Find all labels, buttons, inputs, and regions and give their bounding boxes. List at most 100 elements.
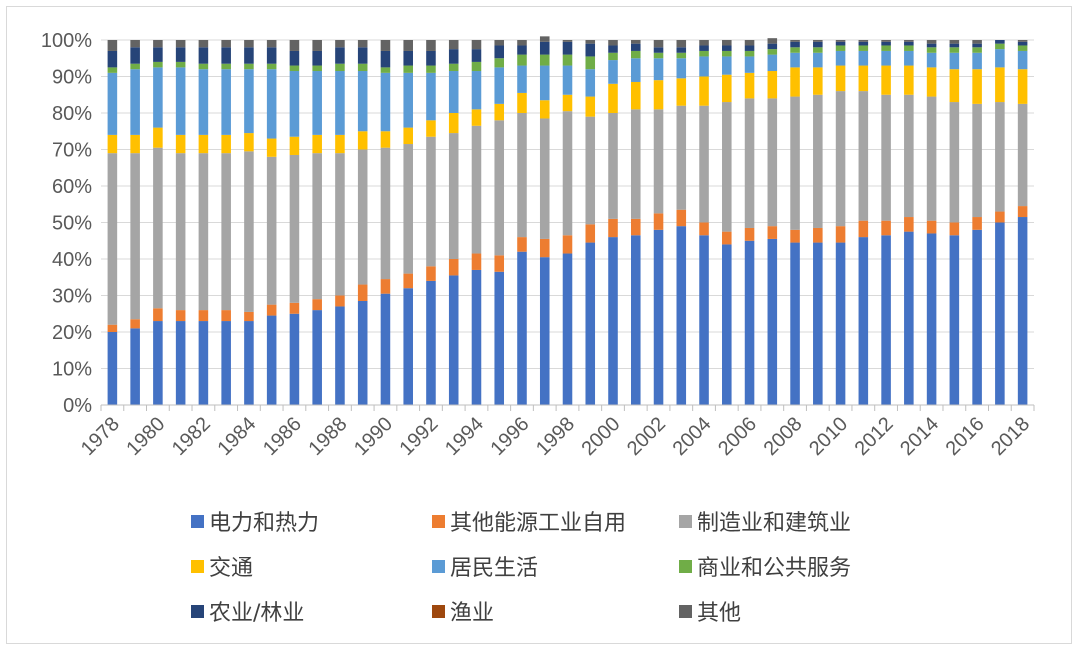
bar-segment [926, 43, 937, 48]
legend-swatch [432, 515, 445, 528]
x-tick-label: 1994 [441, 413, 488, 460]
bar-segment [1017, 69, 1028, 104]
bar-segment [722, 231, 732, 245]
bar-segment [881, 94, 891, 221]
bar-segment [881, 235, 891, 405]
bar-segment [904, 217, 914, 232]
bar-segment [494, 255, 505, 272]
bar-segment [676, 226, 687, 405]
y-tick-label: 100% [41, 30, 92, 52]
bar-segment [130, 63, 140, 70]
x-tick-label: 2002 [623, 413, 670, 460]
bar-segment [972, 69, 982, 104]
bar-segment [562, 65, 573, 95]
bar-segment [198, 69, 209, 135]
bar-segment [813, 41, 823, 48]
bar-segment [881, 41, 891, 46]
y-tick-label: 70% [52, 140, 92, 162]
bar-segment [335, 306, 345, 405]
bar-segment [653, 80, 664, 110]
bar-segment [835, 50, 846, 66]
legend-swatch [679, 560, 692, 573]
bar-segment [926, 40, 937, 44]
bar-segment [312, 310, 322, 405]
bar-segment [312, 299, 322, 311]
bar-segment [972, 43, 982, 48]
bar-segment [107, 153, 118, 325]
x-tick-label: 2010 [805, 413, 852, 460]
bar-segment [744, 45, 755, 51]
bar-segment [676, 78, 687, 106]
bar-segment [244, 40, 254, 48]
legend-label: 电力和热力 [209, 511, 319, 536]
bar-segment [335, 71, 345, 135]
bar-segment [630, 235, 641, 405]
x-tick-label: 2012 [851, 413, 898, 460]
bar-segment [858, 237, 869, 405]
bar-segment [266, 40, 277, 48]
y-tick-label: 20% [52, 322, 92, 344]
bar-segment [790, 41, 800, 48]
bar-segment [585, 242, 596, 405]
bar-segment [403, 144, 413, 274]
bar-segment [585, 116, 596, 225]
bar-segment [244, 69, 254, 134]
legend-swatch [432, 605, 445, 618]
legend-swatch [679, 605, 692, 618]
bar-segment [266, 138, 277, 157]
bar-segment [517, 65, 527, 93]
bar-segment [471, 109, 482, 126]
bar-segment [266, 315, 277, 405]
bar-segment [175, 67, 186, 135]
y-tick-label: 60% [52, 176, 92, 198]
bar-segment [221, 134, 231, 154]
bar-segment [790, 67, 800, 97]
bar-segment [107, 134, 118, 154]
bar-segment [221, 63, 231, 70]
y-tick-label: 50% [52, 213, 92, 235]
bar-segment [357, 40, 368, 48]
bar-segment [949, 69, 960, 103]
bar-segment [722, 56, 732, 75]
bar-segment [608, 60, 618, 84]
bar-segment [585, 56, 596, 70]
legend-swatch [679, 515, 692, 528]
x-tick-label: 1988 [304, 413, 351, 460]
x-tick-label: 2008 [760, 413, 807, 460]
bar-segment [904, 50, 914, 66]
bar-segment [198, 40, 209, 48]
bar-segment [767, 238, 778, 405]
legend-label: 其他 [697, 601, 741, 626]
bar-segment [448, 49, 459, 64]
bar-segment [972, 217, 982, 230]
bar-segment [175, 153, 186, 311]
bar-segment [517, 113, 527, 238]
bar-segment [858, 65, 869, 92]
bar-segment [494, 40, 505, 46]
legend-swatch [432, 560, 445, 573]
bar-segment [403, 40, 413, 51]
bar-segment [904, 40, 914, 42]
bar-segment [995, 222, 1005, 405]
bar-segment [471, 269, 482, 405]
y-tick-label: 80% [52, 103, 92, 125]
bar-segment [494, 271, 505, 405]
bar-segment [312, 50, 322, 66]
bar-segment [539, 41, 550, 55]
bar-segment [790, 229, 800, 243]
bar-segment [881, 220, 891, 236]
bar-segment [653, 52, 664, 59]
bar-segment [107, 50, 118, 68]
bar-segment [630, 218, 641, 236]
bar-segment [1017, 206, 1028, 218]
bar-segment [608, 113, 618, 219]
bar-segment [926, 52, 937, 68]
bar-segment [813, 40, 823, 42]
bar-segment [904, 41, 914, 46]
x-tick-label: 2016 [942, 413, 989, 460]
bar-segment [266, 63, 277, 70]
legend-label: 居民生活 [450, 556, 538, 581]
bar-segment [312, 153, 322, 300]
bar-segment [904, 231, 914, 406]
